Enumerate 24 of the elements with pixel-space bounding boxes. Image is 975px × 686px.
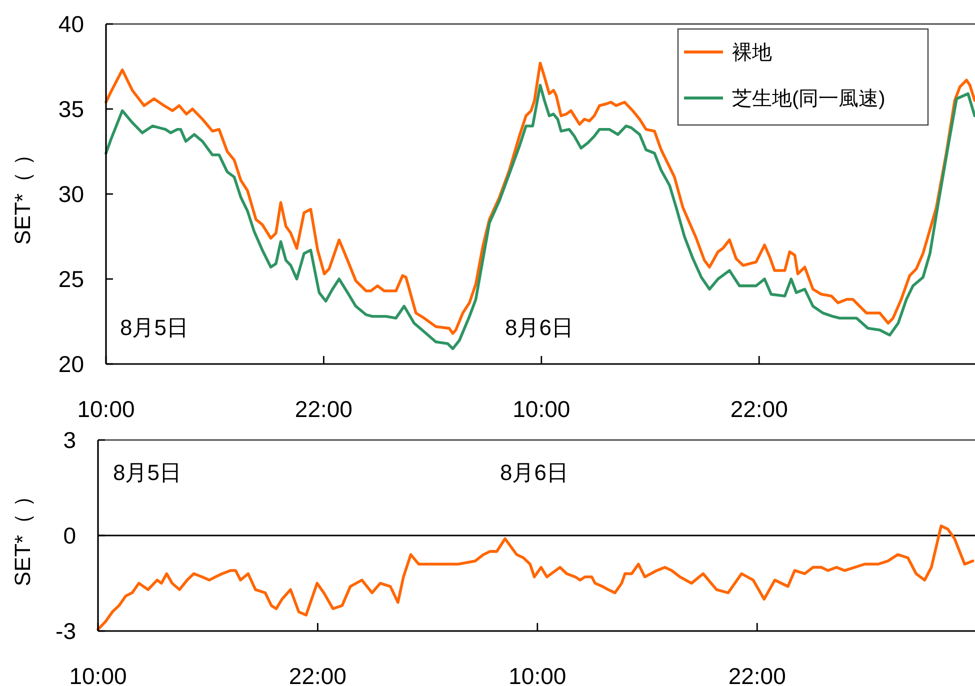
annotation: 8月6日 — [505, 315, 574, 340]
x-tick-label: 22:00 — [730, 396, 788, 422]
x-tick-label: 10:00 — [69, 663, 127, 686]
legend-label: 裸地 — [732, 42, 772, 64]
y-tick-label: 35 — [58, 96, 84, 122]
x-tick-label: 10:00 — [508, 663, 566, 686]
y-tick-label: 20 — [58, 351, 84, 377]
annotation: 8月5日 — [113, 460, 182, 485]
y-tick-label: 3 — [63, 427, 76, 453]
y-axis-title: SET*（ ） — [10, 484, 35, 586]
y-tick-label: 0 — [63, 522, 76, 548]
y-tick-label: 40 — [58, 11, 84, 37]
x-tick-label: 22:00 — [288, 663, 346, 686]
y-tick-label: 30 — [58, 181, 84, 207]
x-tick-label: 10:00 — [512, 396, 570, 422]
legend-label: 芝生地(同一風速) — [732, 88, 886, 110]
y-tick-label: -3 — [56, 618, 76, 644]
annotation: 8月6日 — [500, 460, 568, 485]
x-tick-label: 22:00 — [294, 396, 352, 422]
y-tick-label: 25 — [58, 266, 84, 292]
annotation: 8月5日 — [120, 315, 188, 340]
y-axis-title: SET*（ ） — [10, 143, 35, 245]
x-tick-label: 10:00 — [77, 396, 135, 422]
x-tick-label: 22:00 — [728, 663, 786, 686]
